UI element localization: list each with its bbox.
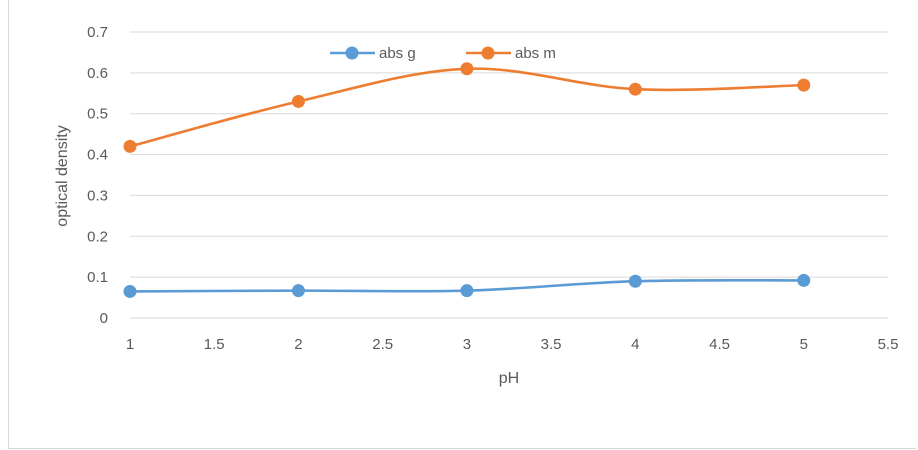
x-tick-label: 1.5 — [204, 336, 225, 353]
data-point-abs-g — [628, 274, 642, 288]
data-point-abs-m — [460, 62, 474, 76]
y-axis-title: optical density — [54, 125, 71, 226]
y-tick-label: 0.3 — [87, 187, 108, 204]
series-line-abs-m — [129, 67, 804, 148]
x-tick-label: 3 — [463, 336, 471, 353]
y-tick-label: 0 — [100, 310, 108, 327]
gridlines — [130, 31, 888, 319]
x-axis: 1 1.5 2 2.5 3 3.5 4 4.5 5 5.5 — [126, 336, 899, 353]
data-point-abs-g — [123, 284, 137, 298]
data-point-abs-g — [460, 284, 474, 298]
data-point-abs-m — [628, 82, 642, 96]
y-tick-label: 0.1 — [87, 269, 108, 286]
data-point-abs-m — [797, 78, 811, 92]
legend-label: abs m — [515, 45, 556, 62]
legend-swatch-marker-abs-g — [345, 46, 359, 60]
data-point-abs-m — [123, 139, 137, 153]
data-point-abs-g — [291, 284, 305, 298]
legend-swatch-marker-abs-m — [481, 46, 495, 60]
y-axis: 0 0.1 0.2 0.3 0.4 0.5 0.6 0.7 — [87, 24, 108, 327]
chart-frame — [8, 0, 916, 449]
x-tick-label: 2.5 — [372, 336, 393, 353]
x-tick-label: 4 — [631, 336, 639, 353]
data-point-abs-m — [291, 94, 305, 108]
x-tick-label: 4.5 — [709, 336, 730, 353]
x-axis-title: pH — [499, 370, 519, 387]
data-point-abs-g — [797, 273, 811, 287]
x-tick-label: 3.5 — [541, 336, 562, 353]
y-tick-label: 0.4 — [87, 147, 108, 164]
x-tick-label: 2 — [294, 336, 302, 353]
legend: abs g abs m — [330, 45, 556, 62]
x-tick-label: 5.5 — [878, 336, 899, 353]
y-tick-label: 0.6 — [87, 65, 108, 82]
y-tick-label: 0.5 — [87, 106, 108, 123]
y-tick-label: 0.2 — [87, 228, 108, 245]
legend-label: abs g — [379, 45, 416, 62]
x-tick-label: 5 — [800, 336, 808, 353]
series-layer — [123, 62, 811, 298]
y-tick-label: 0.7 — [87, 24, 108, 41]
x-tick-label: 1 — [126, 336, 134, 353]
